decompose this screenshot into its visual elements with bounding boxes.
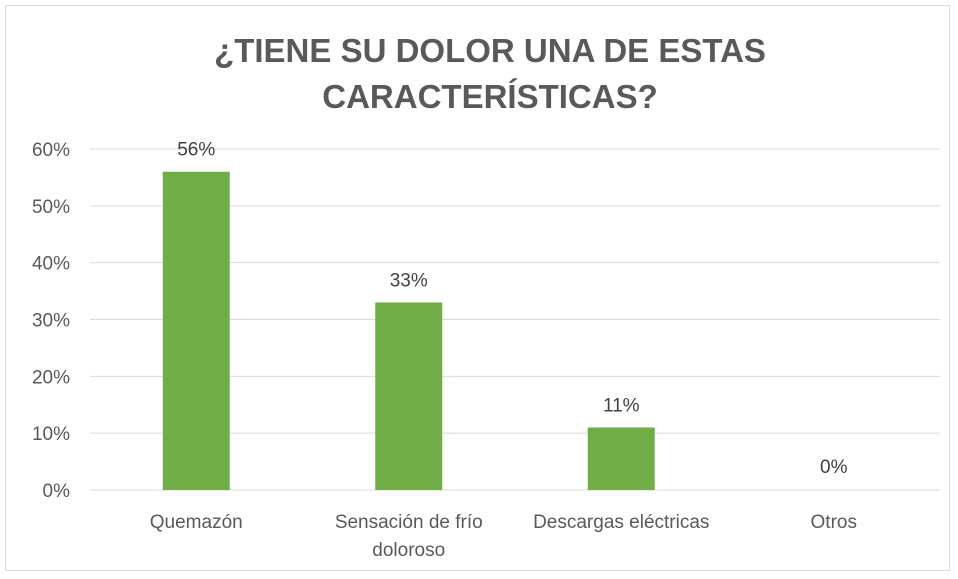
data-labels: 56% 33% 11% 0% bbox=[177, 140, 847, 478]
y-axis-ticks: 0% 10% 20% 30% 40% 50% 60% bbox=[32, 140, 70, 502]
y-tick-label: 60% bbox=[32, 140, 70, 161]
y-tick-label: 20% bbox=[32, 367, 70, 388]
data-label: 56% bbox=[177, 140, 215, 161]
x-axis-categories: Quemazón Sensación de frío doloroso Descarg… bbox=[150, 512, 857, 561]
y-tick-label: 0% bbox=[43, 481, 71, 502]
y-tick-label: 30% bbox=[32, 311, 70, 332]
chart-title: ¿TIENE SU DOLOR UNA DE ESTAS CARACTERÍSTI… bbox=[214, 32, 766, 115]
y-tick-label: 50% bbox=[32, 197, 70, 218]
data-label: 11% bbox=[603, 395, 640, 416]
x-category-label: Descargas eléctricas bbox=[533, 512, 709, 533]
bar bbox=[587, 427, 655, 490]
y-tick-label: 40% bbox=[32, 254, 70, 275]
x-category-label: Otros bbox=[811, 512, 857, 533]
bars bbox=[162, 171, 655, 490]
chart-title-line: CARACTERÍSTICAS? bbox=[322, 78, 658, 115]
y-tick-label: 10% bbox=[32, 424, 70, 445]
gridlines bbox=[90, 148, 940, 491]
chart-title-line: ¿TIENE SU DOLOR UNA DE ESTAS bbox=[214, 32, 766, 69]
bar bbox=[162, 171, 230, 490]
x-category-label: doloroso bbox=[372, 540, 445, 561]
bar bbox=[375, 302, 443, 490]
x-category-label: Quemazón bbox=[150, 512, 243, 533]
data-label: 0% bbox=[820, 457, 848, 478]
chart-frame bbox=[5, 5, 950, 571]
data-label: 33% bbox=[390, 270, 428, 291]
x-category-label: Sensación de frío bbox=[335, 512, 483, 533]
